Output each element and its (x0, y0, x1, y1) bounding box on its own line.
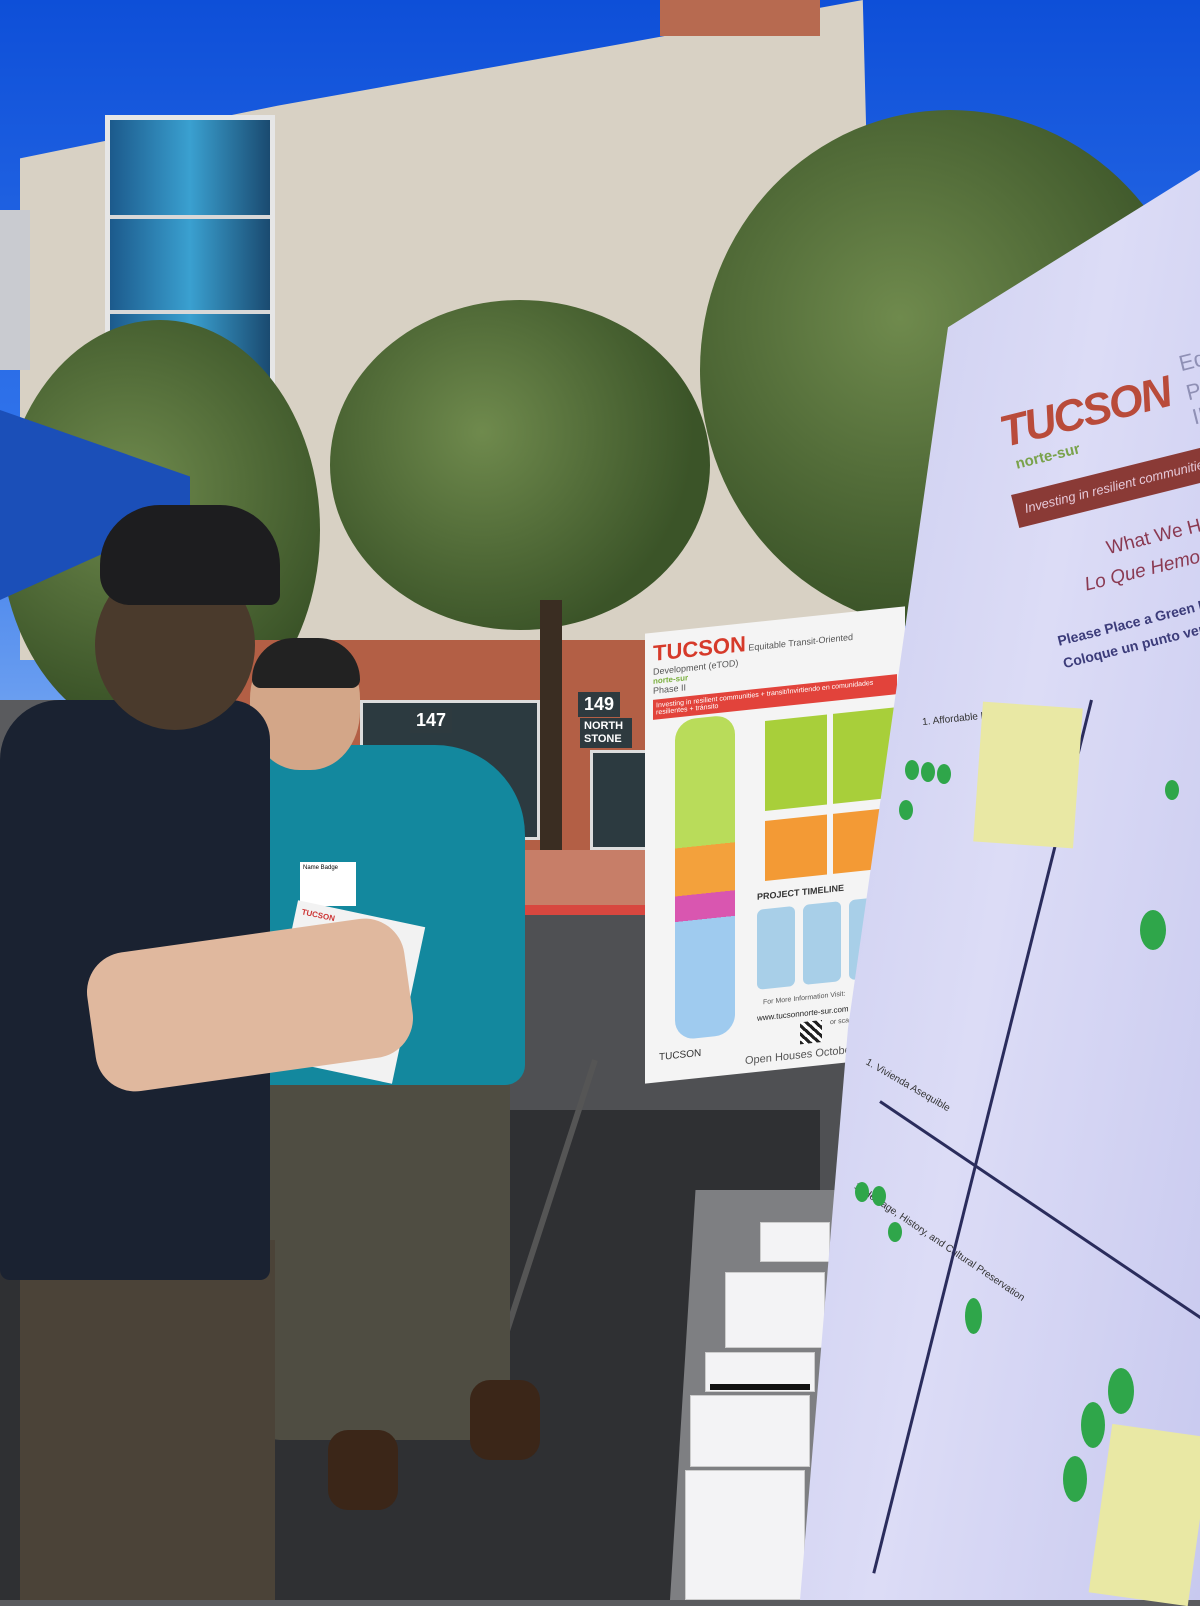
side-building (0, 210, 30, 370)
green-dot (1140, 910, 1166, 950)
handout (725, 1272, 825, 1348)
green-dot (1108, 1368, 1134, 1414)
tree (330, 300, 710, 630)
info-box (765, 714, 827, 812)
handout (690, 1395, 810, 1467)
handout (760, 1222, 830, 1262)
green-dot (1165, 780, 1179, 800)
info-box (765, 814, 827, 882)
name-badge: Name Badge (300, 862, 356, 906)
green-dot (965, 1298, 982, 1334)
baseball-cap (100, 505, 280, 605)
corridor-map (675, 714, 735, 1041)
green-dot (1063, 1456, 1087, 1502)
qr-code (800, 1020, 822, 1045)
green-dot (872, 1186, 886, 1206)
person-right-pants (260, 1040, 510, 1440)
green-dot (855, 1182, 869, 1202)
sticky-note (973, 701, 1083, 849)
city-logo: TUCSON (659, 1047, 702, 1064)
handout (685, 1470, 805, 1600)
timeline-heading: PROJECT TIMELINE (757, 882, 845, 902)
shoe (470, 1380, 540, 1460)
building-number: 147 (410, 708, 453, 733)
green-dot (921, 762, 935, 782)
board-logo: TUCSON (994, 367, 1176, 457)
pen (710, 1384, 810, 1390)
tree-trunk (540, 600, 562, 890)
store-sign: NORTH STONE (580, 718, 632, 748)
green-dot (899, 800, 913, 820)
more-info-text: For More Information Visit: (763, 990, 846, 1007)
green-dot (1081, 1402, 1105, 1448)
green-dot (905, 760, 919, 780)
brick-chimney (660, 0, 820, 36)
board-title: Equitable Transit (1176, 312, 1200, 377)
green-dot (937, 764, 951, 784)
person-left-pants (20, 1240, 275, 1600)
green-dot (888, 1222, 902, 1242)
timeline-step (803, 901, 841, 986)
person-right-hair (252, 638, 360, 688)
shoe (328, 1430, 398, 1510)
building-number: 149 (578, 692, 621, 717)
timeline-step (757, 905, 795, 990)
